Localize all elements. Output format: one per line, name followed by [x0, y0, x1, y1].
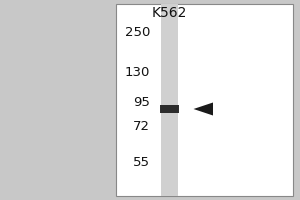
Text: 130: 130: [124, 66, 150, 79]
Text: 72: 72: [133, 120, 150, 134]
Bar: [116, 4, 292, 196]
Bar: [160, 105, 179, 113]
Text: 250: 250: [124, 26, 150, 40]
Text: K562: K562: [152, 6, 187, 20]
Bar: [161, 4, 178, 196]
Text: 95: 95: [133, 97, 150, 110]
Polygon shape: [194, 102, 213, 116]
Text: 55: 55: [133, 156, 150, 170]
